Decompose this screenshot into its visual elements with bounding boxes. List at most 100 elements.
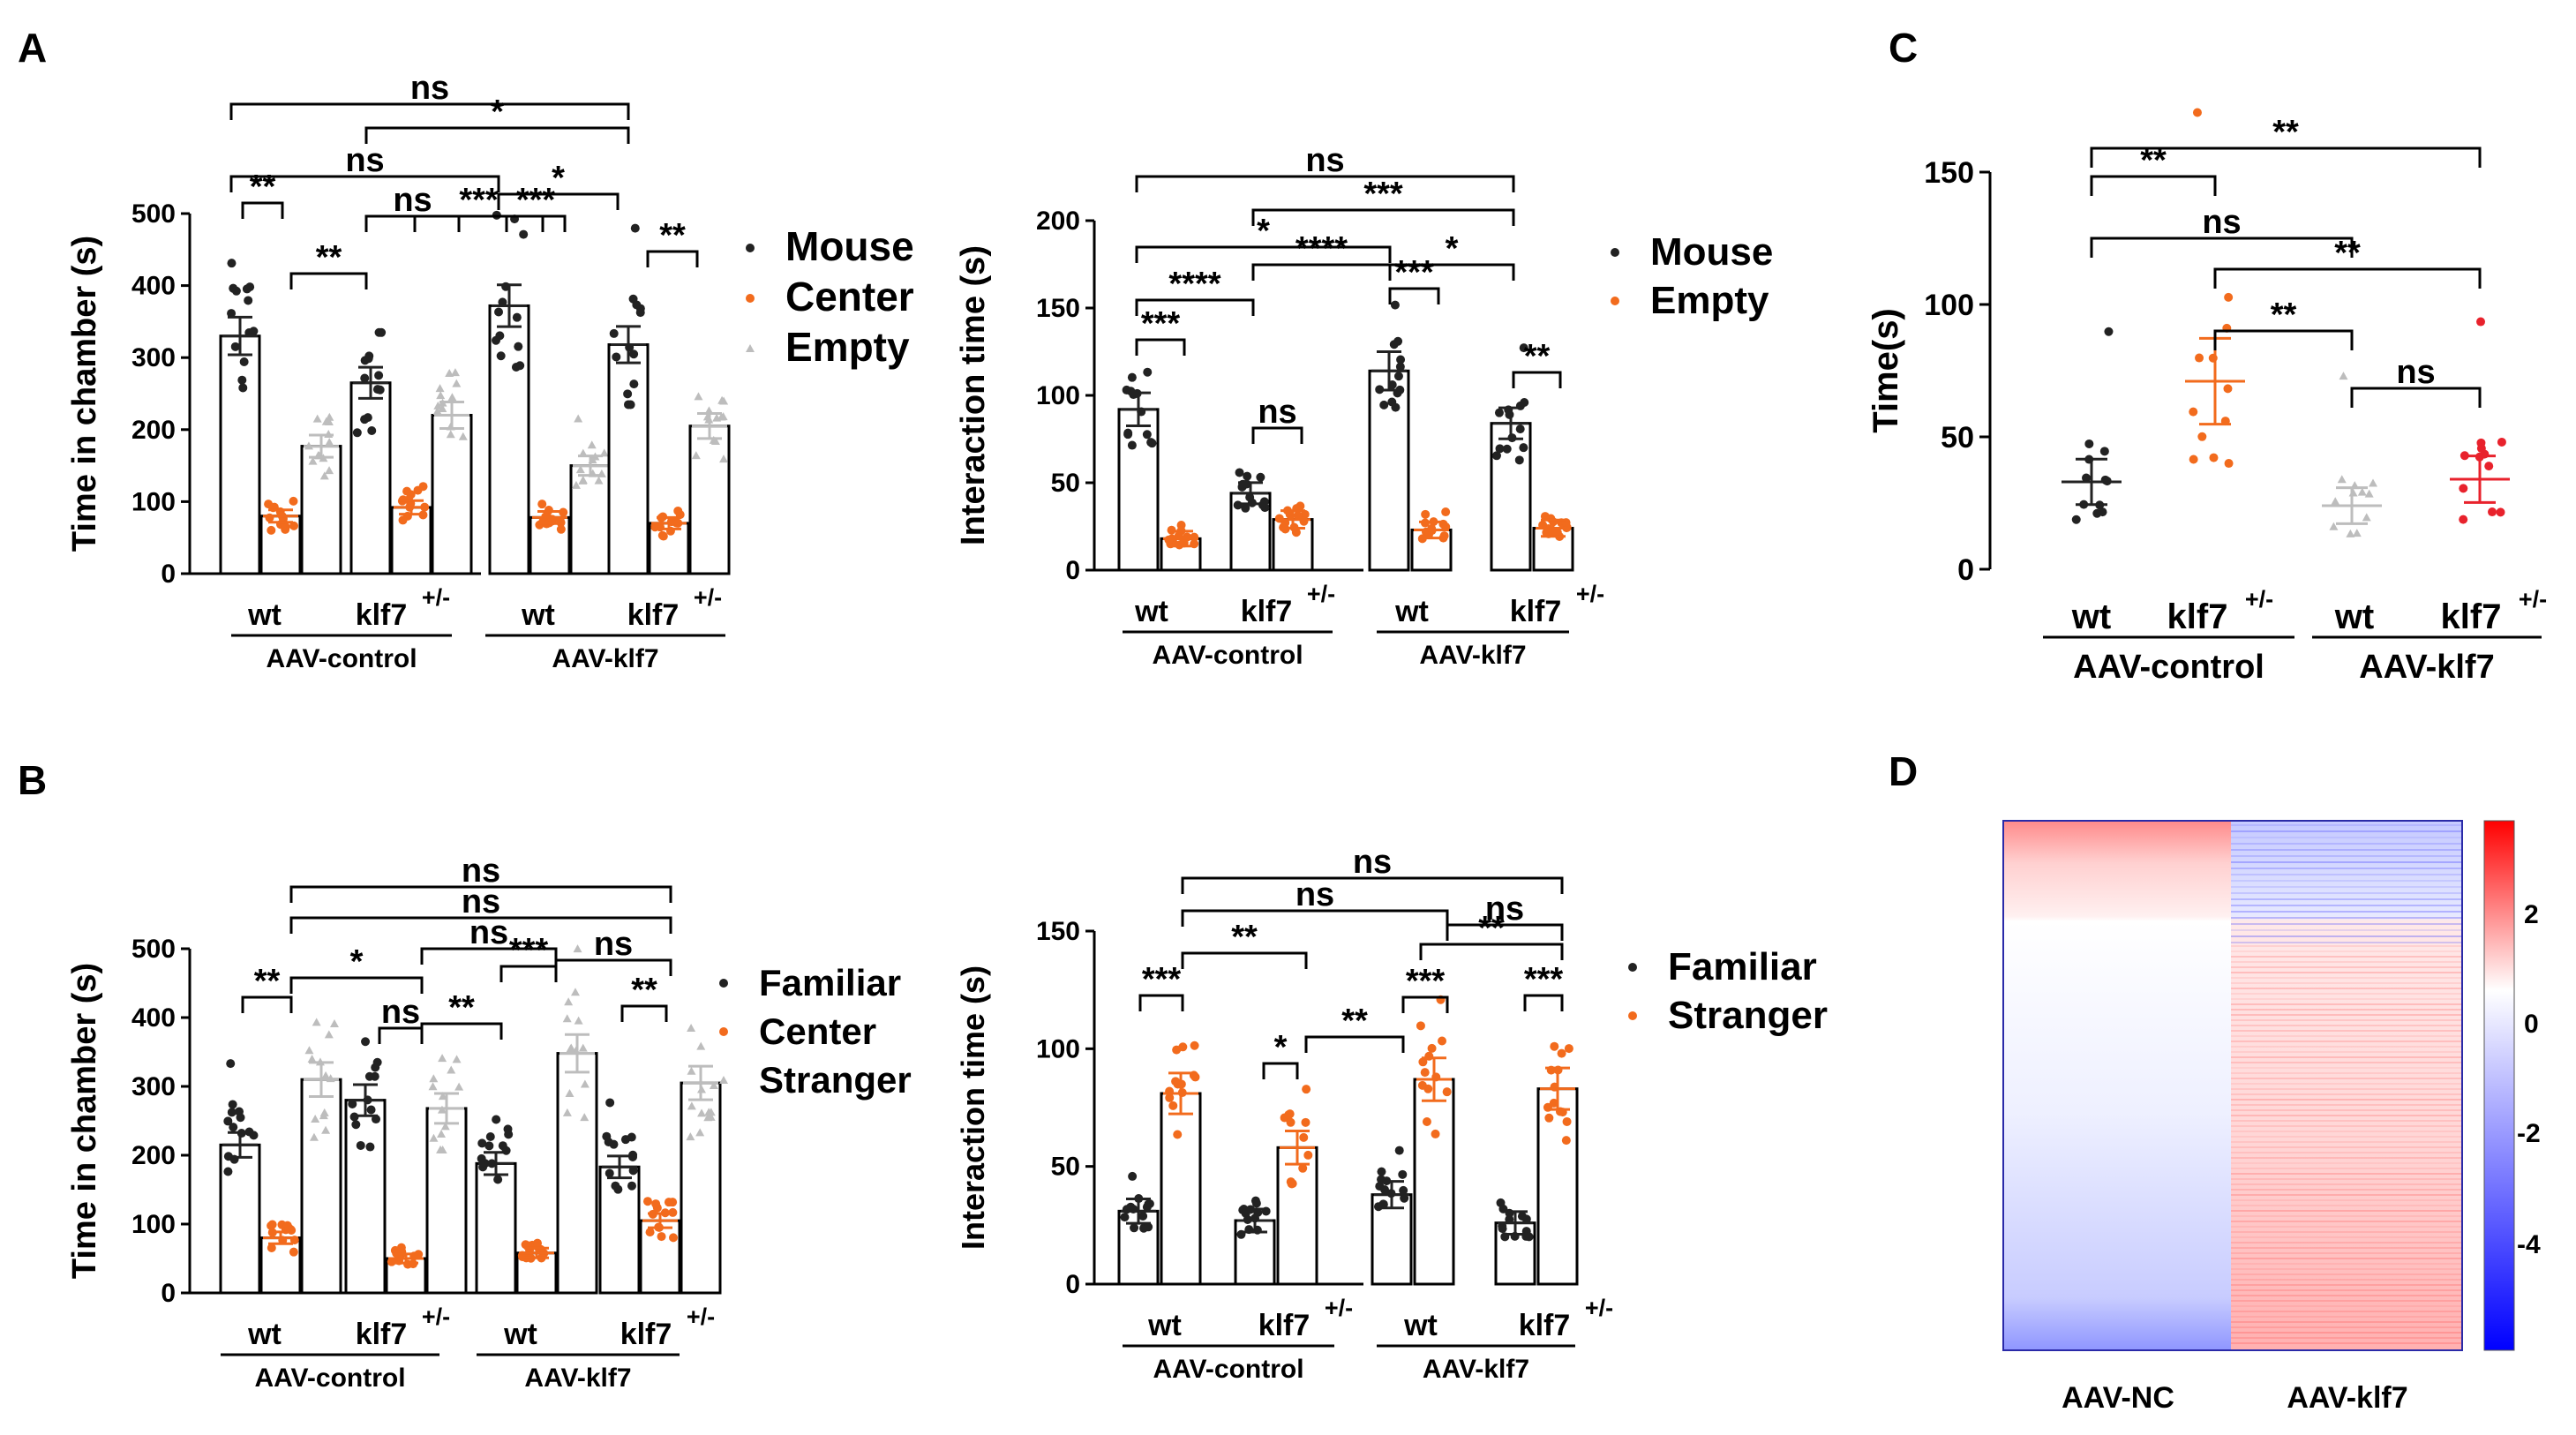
bar: [556, 1052, 598, 1295]
sig-5-bracket: [646, 250, 699, 267]
data-point: [2223, 384, 2233, 394]
data-point: [1515, 424, 1525, 434]
heatmap-frame: [2002, 820, 2463, 1351]
y-tick-label: 100: [1924, 289, 1974, 322]
data-point: [2476, 444, 2486, 454]
bar: [219, 1143, 261, 1295]
data-point: [2346, 529, 2355, 537]
sig-8-label: ns: [1485, 890, 1524, 928]
data-point: [1393, 336, 1403, 346]
data-point: [324, 429, 334, 438]
sig-4-bracket: [289, 976, 424, 994]
data-point: [1190, 1072, 1200, 1082]
data-point: [710, 437, 720, 446]
data-point: [605, 1098, 615, 1108]
data-point: [356, 1140, 365, 1150]
data-point: [2195, 353, 2204, 363]
data-point: [687, 1101, 696, 1110]
sig-7-bracket: [497, 192, 620, 210]
sig-1-bracket: [289, 272, 368, 289]
y-tick-label: 100: [1036, 1034, 1080, 1063]
data-point: [1173, 1130, 1183, 1139]
heatmap-col-label-nc: AAV-NC: [2062, 1381, 2174, 1415]
data-point: [624, 400, 634, 409]
sig-8-bracket: [1446, 923, 1564, 941]
data-point: [329, 1019, 339, 1028]
data-point: [2362, 513, 2371, 522]
bar: [300, 445, 342, 575]
data-point: [311, 1114, 320, 1123]
data-point: [580, 1113, 590, 1122]
data-point: [571, 480, 581, 489]
data-point: [2348, 488, 2358, 497]
superscript-label: +/-: [1585, 1295, 1613, 1321]
sig-3-bracket: [1523, 994, 1564, 1011]
data-point: [635, 308, 645, 318]
data-point: [1514, 455, 1524, 465]
data-point: [1299, 1132, 1309, 1142]
data-point: [2224, 292, 2234, 302]
data-point: [609, 328, 619, 338]
data-point: [234, 1107, 244, 1116]
data-point: [1394, 1146, 1404, 1155]
data-point: [429, 1133, 439, 1142]
data-point: [436, 1145, 446, 1153]
data-point: [1398, 1169, 1408, 1179]
sig-3-label: ***: [459, 182, 499, 219]
data-point: [623, 389, 633, 399]
colorbar-tick-neg4: -4: [2517, 1230, 2541, 1259]
data-point: [1147, 439, 1157, 448]
data-point: [627, 1181, 636, 1191]
data-point: [2104, 327, 2114, 336]
data-point: [686, 1132, 695, 1141]
bar: [475, 1161, 517, 1295]
sig-6-label: **: [1478, 910, 1505, 947]
legend-label: Stranger: [759, 1059, 912, 1101]
data-point: [1552, 528, 1562, 537]
data-point: [1172, 1045, 1182, 1055]
data-point: [629, 379, 639, 389]
y-tick-label: 150: [1036, 917, 1080, 946]
sig-c-2-bracket: [2090, 237, 2354, 258]
data-point: [691, 451, 701, 460]
data-point: [228, 1100, 237, 1109]
data-point: [1564, 1044, 1573, 1054]
data-point: [1127, 372, 1137, 382]
data-point: [312, 1018, 321, 1026]
y-tick-label: 200: [1036, 207, 1080, 236]
data-point: [437, 1129, 447, 1138]
data-point: [651, 1199, 661, 1209]
data-point: [2099, 447, 2109, 456]
data-point: [429, 1074, 439, 1083]
data-point: [2484, 462, 2494, 471]
y-tick-label: 100: [1036, 381, 1080, 410]
condition-label: AAV-klf7: [1423, 1355, 1529, 1384]
sig-c-4-bracket: [2213, 329, 2354, 350]
data-point: [1241, 503, 1250, 513]
sig-2-label: ***: [1406, 963, 1446, 1000]
sig-6-bracket: [1419, 943, 1564, 960]
chart-b-time-in-chamber: 0 100 200 300 400 500 Time in chamber (s) wt klf…: [66, 853, 912, 1393]
data-point: [664, 1198, 673, 1207]
data-point: [289, 496, 298, 506]
data-point: [562, 1014, 572, 1023]
data-point: [1126, 1202, 1136, 1212]
x-group-label: wt: [1403, 1309, 1438, 1342]
chart-d-heatmap: 2 0 -2 -4 AAV-NC AAV-klf7: [2002, 820, 2541, 1415]
sig-6-label: *: [1257, 213, 1270, 250]
data-point: [2352, 529, 2362, 537]
data-point: [1377, 1167, 1386, 1176]
data-point: [1235, 468, 1244, 477]
data-point: [565, 1089, 575, 1098]
y-tick-label: 400: [131, 1003, 176, 1033]
x-group-label: klf7: [1510, 595, 1562, 628]
bar: [1413, 1078, 1455, 1286]
data-point: [719, 455, 729, 463]
sig-0-label: **: [254, 963, 281, 1000]
data-point: [1420, 1068, 1430, 1078]
heatmap-row-lines: [2231, 824, 2462, 1344]
sig-7-label: *: [1446, 230, 1459, 267]
sig-7-bracket: [420, 947, 558, 965]
legend-marker: [746, 244, 755, 252]
